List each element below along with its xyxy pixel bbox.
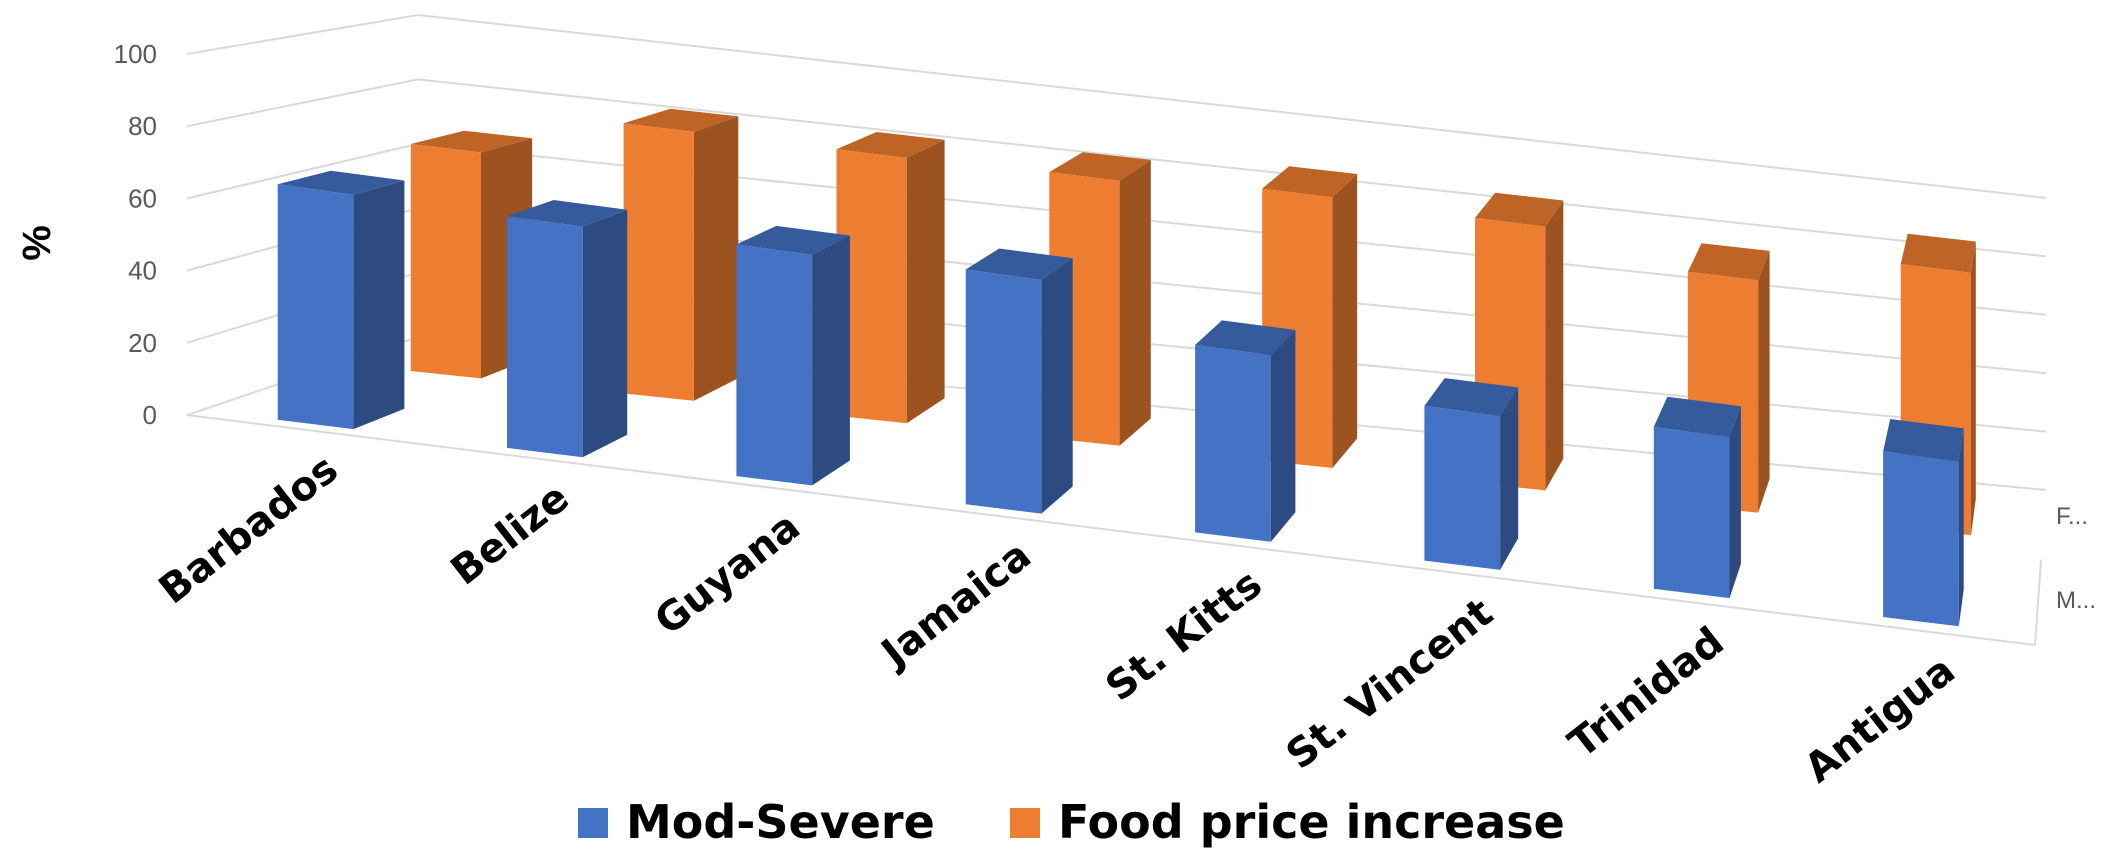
bar: [965, 248, 1073, 514]
bar-side: [1958, 428, 1964, 627]
gridline-back-80: [417, 78, 2047, 258]
bar-front: [1424, 405, 1501, 570]
bar-top: [1883, 419, 1964, 462]
bar: [507, 200, 628, 458]
gridline-side-80: [186, 78, 419, 128]
depth-axis-label: F...: [2056, 503, 2088, 530]
bar-top: [1195, 320, 1296, 356]
bar-top: [1424, 378, 1519, 416]
floor-front-edge: [186, 414, 2036, 646]
y-tick-label: 80: [128, 111, 157, 141]
bar-side: [1500, 387, 1519, 570]
bar-top: [1687, 243, 1770, 281]
bar-front: [277, 184, 354, 430]
bar-top: [836, 132, 945, 158]
bar-side: [693, 116, 739, 401]
category-label: Antigua: [1796, 647, 1963, 792]
bar: [1195, 320, 1296, 542]
bar-side: [1729, 406, 1741, 599]
gridline-side-60: [186, 142, 419, 200]
category-label: Belize: [443, 475, 578, 595]
bar-side: [1041, 258, 1073, 514]
floor-right-edge: [2034, 559, 2043, 646]
bar-side: [1545, 200, 1564, 491]
bar: [836, 132, 945, 424]
bar-top: [736, 225, 850, 255]
bar-front: [507, 216, 583, 458]
legend-label: Food price increase: [1058, 795, 1565, 849]
bar-top: [1475, 192, 1564, 227]
bar-front: [1653, 426, 1730, 599]
category-label: Trinidad: [1560, 619, 1732, 768]
bar-side: [1758, 250, 1770, 513]
bar: [1653, 396, 1741, 599]
bar-side: [1119, 159, 1151, 446]
bar-front: [1195, 345, 1271, 542]
bar-side: [1971, 241, 1976, 536]
y-tick-label: 60: [128, 183, 157, 213]
bar-front: [736, 244, 813, 486]
bar-top: [1900, 233, 1976, 273]
bar: [623, 108, 739, 401]
category-label: St. Vincent: [1278, 590, 1502, 779]
legend-item: Mod-Severe: [578, 795, 935, 849]
category-label: St. Kitts: [1097, 561, 1270, 710]
category-label: Guyana: [646, 504, 808, 645]
depth-axis-label: M...: [2056, 587, 2096, 614]
bar-side: [582, 209, 628, 458]
bar-front: [410, 144, 481, 379]
series-mod-severe: [277, 170, 1964, 627]
y-tick-label: 40: [128, 256, 157, 286]
legend-swatch: [1010, 808, 1040, 838]
bar-side: [812, 235, 850, 486]
legend-swatch: [578, 808, 608, 838]
y-axis-label: %: [15, 225, 59, 261]
y-tick-label: 20: [128, 328, 157, 358]
bar: [736, 225, 850, 486]
bar-front: [623, 123, 694, 401]
bar-front: [1883, 451, 1959, 627]
bar-top: [1049, 152, 1151, 181]
y-tick-label: 100: [114, 39, 157, 69]
category-label: Jamaica: [871, 532, 1040, 678]
gridline-side-100: [186, 14, 419, 55]
bar-top: [1653, 396, 1741, 438]
bar: [1424, 378, 1519, 570]
bar-side: [1332, 174, 1358, 468]
bar-side: [906, 139, 945, 424]
bar-side: [353, 180, 405, 430]
y-tick-label: 0: [143, 400, 157, 430]
bar-front: [836, 149, 907, 424]
legend-label: Mod-Severe: [626, 795, 935, 849]
category-label: Barbados: [151, 446, 347, 613]
gridline-back-100: [417, 14, 2047, 199]
bar-top: [965, 248, 1073, 280]
bar-top: [277, 170, 405, 195]
bar-top: [507, 200, 628, 227]
bar-top: [623, 108, 739, 132]
bar: [1883, 419, 1964, 627]
legend-item: Food price increase: [1010, 795, 1565, 849]
bar-side: [1270, 329, 1296, 542]
bar-front: [965, 269, 1042, 514]
bar: [277, 170, 405, 430]
bar-top: [410, 130, 533, 153]
bar-top: [1262, 166, 1358, 198]
